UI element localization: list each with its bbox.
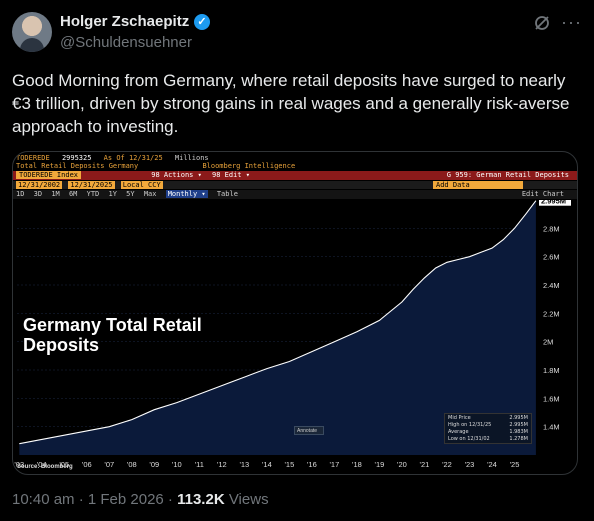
- ticker: TODEREDE: [16, 154, 50, 162]
- actions-menu[interactable]: 98 Actions ▾: [151, 171, 202, 179]
- post-timestamp[interactable]: 10:40 am · 1 Feb 2026 ·: [12, 491, 178, 508]
- last-value-box: [539, 200, 571, 206]
- x-tick-label: '14: [262, 460, 272, 469]
- x-tick-label: '21: [420, 460, 430, 469]
- x-tick-label: '09: [149, 460, 159, 469]
- units: Millions: [174, 154, 209, 162]
- views-count: 113.2K: [177, 491, 225, 508]
- x-tick-label: '13: [239, 460, 249, 469]
- verified-badge-icon: ✓: [194, 14, 210, 30]
- x-tick-label: '05: [59, 460, 69, 469]
- x-tick-label: '19: [375, 460, 385, 469]
- y-tick-label: 2M: [543, 338, 553, 347]
- x-tick-label: '20: [397, 460, 407, 469]
- chart-legend: Mid Price 2.995M High on 12/31/25 2.995M…: [444, 413, 532, 444]
- views-label: Views: [224, 491, 269, 508]
- y-tick-label: 2.8M: [543, 224, 560, 233]
- ticker-value: 2995325: [61, 154, 92, 162]
- x-tick-label: '16: [307, 460, 317, 469]
- chart-title-line1: Germany Total Retail: [23, 315, 202, 335]
- legend-value: 1.983M: [509, 429, 528, 435]
- period-1d[interactable]: 1D: [16, 190, 25, 198]
- legend-row-high: High on 12/31/25 2.995M: [448, 422, 528, 429]
- y-tick-label: 1.4M: [543, 423, 560, 432]
- x-tick-label: '10: [172, 460, 182, 469]
- post-text: Good Morning from Germany, where retail …: [12, 71, 570, 136]
- legend-value: 1.278M: [509, 436, 528, 442]
- x-tick-label: '12: [217, 460, 227, 469]
- post-meta: 10:40 am · 1 Feb 2026 · 113.2K Views: [12, 491, 269, 508]
- edit-menu[interactable]: 98 Edit ▾: [212, 171, 250, 179]
- x-tick-label: '06: [82, 460, 92, 469]
- period-3d[interactable]: 3D: [33, 190, 43, 198]
- terminal-date-bar: 12/31/2002 12/31/2025 Local CCY Add Data: [13, 181, 577, 189]
- table-button[interactable]: Table: [216, 190, 238, 198]
- source-name: Bloomberg Intelligence: [202, 162, 296, 170]
- x-tick-label: '24: [487, 460, 497, 469]
- period-ytd[interactable]: YTD: [86, 190, 100, 198]
- legend-row-average: Average 1.983M: [448, 429, 528, 436]
- x-tick-label: '23: [465, 460, 475, 469]
- period-6m[interactable]: 6M: [68, 190, 78, 198]
- edit-chart-button[interactable]: Edit Chart: [521, 190, 564, 198]
- terminal-header: TODEREDE 2995325 As Of 12/31/25 Millions: [13, 154, 577, 162]
- as-of: As Of 12/31/25: [103, 154, 163, 162]
- chart-source: Source: Bloomberg: [17, 464, 73, 470]
- x-tick-label: '11: [195, 460, 204, 469]
- x-tick-label: '07: [104, 460, 114, 469]
- date-end[interactable]: 12/31/2025: [68, 181, 115, 189]
- period-max[interactable]: Max: [143, 190, 157, 198]
- legend-row-mid: Mid Price 2.995M: [448, 415, 528, 422]
- frequency-select[interactable]: Monthly ▾: [165, 190, 208, 198]
- currency-select[interactable]: Local CCY: [120, 181, 163, 189]
- x-tick-label: '17: [330, 460, 340, 469]
- legend-value: 2.995M: [509, 422, 528, 428]
- series-title: Total Retail Deposits Germany: [16, 162, 139, 170]
- series-area: [19, 200, 536, 455]
- period-1y[interactable]: 1Y: [108, 190, 117, 198]
- x-tick-label: '04: [37, 460, 47, 469]
- deposits-chart: 1.4M 1.6M 1.8M 2M 2.2M 2.4M 2.6M 2.8M 2.995M '03 '…: [14, 200, 571, 469]
- chart-id: G 959: German Retail Deposits: [446, 171, 569, 179]
- y-tick-label: 1.8M: [543, 366, 560, 375]
- legend-label: Mid Price: [448, 415, 471, 421]
- period-5y[interactable]: 5Y: [126, 190, 135, 198]
- x-tick-label: '25: [510, 460, 520, 469]
- x-tick-label: '18: [352, 460, 362, 469]
- grok-icon[interactable]: [533, 14, 551, 32]
- y-tick-label: 2.2M: [543, 309, 560, 318]
- legend-value: 2.995M: [509, 415, 528, 421]
- last-value-label: 2.995M: [541, 200, 566, 206]
- x-tick-label: '03: [14, 460, 24, 469]
- post-image[interactable]: TODEREDE 2995325 As Of 12/31/25 Millions…: [12, 151, 578, 475]
- legend-label: Average: [448, 429, 469, 435]
- more-icon[interactable]: ···: [561, 12, 582, 32]
- annotate-box[interactable]: Annotate: [294, 426, 324, 435]
- author-handle[interactable]: @Schuldensuehner: [60, 34, 192, 51]
- legend-row-low: Low on 12/31/02 1.278M: [448, 436, 528, 443]
- legend-label: Low on 12/31/02: [448, 436, 490, 442]
- x-tick-label: '08: [127, 460, 137, 469]
- terminal-command-bar: TODEREDE Index 98 Actions ▾ 98 Edit ▾ G …: [13, 171, 577, 180]
- date-start[interactable]: 12/31/2002: [16, 181, 63, 189]
- y-tick-label: 1.6M: [543, 394, 560, 403]
- series-line: [19, 200, 537, 445]
- chart-title-line2: Deposits: [23, 335, 100, 355]
- period-1m[interactable]: 1M: [51, 190, 60, 198]
- index-label[interactable]: TODEREDE Index: [16, 171, 82, 179]
- avatar[interactable]: [12, 12, 52, 52]
- author-name[interactable]: Holger Zschaepitz: [60, 13, 190, 30]
- terminal-period-bar: 1D 3D 1M 6M YTD 1Y 5Y Max Monthly ▾ Tabl…: [13, 190, 577, 199]
- x-tick-label: '22: [442, 460, 452, 469]
- y-tick-label: 2.6M: [543, 253, 560, 262]
- add-data-box[interactable]: Add Data: [433, 181, 523, 189]
- y-tick-label: 2.4M: [543, 281, 560, 290]
- terminal-subheader: Total Retail Deposits Germany Bloomberg …: [13, 162, 577, 170]
- x-tick-label: '15: [284, 460, 294, 469]
- legend-label: High on 12/31/25: [448, 422, 492, 428]
